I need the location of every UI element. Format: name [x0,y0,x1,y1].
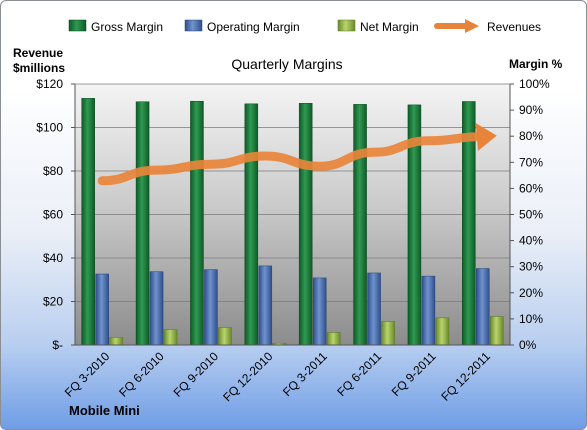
right-axis-tick-label: 60% [519,181,543,195]
left-axis-tick-label: $100 [36,121,63,135]
legend-swatch-revenues-arrowhead [465,19,479,33]
right-axis-tick-label: 70% [519,155,543,169]
x-axis-category-label: FQ 12-2010 [220,349,275,404]
x-axis-category-label: FQ 6-2011 [334,349,384,399]
bar-net-margin [490,316,504,346]
left-axis-tick-label: $120 [36,77,63,91]
bar-net-margin [435,317,450,346]
revenue-line-path [97,132,488,186]
left-axis-tick-label: $- [52,338,63,352]
left-axis-tick-label: $80 [43,164,63,178]
bar-operating-margin [204,269,218,346]
revenue-line [97,123,497,186]
bar-gross-margin [353,104,367,346]
x-axis-category-label: FQ 9-2010 [171,349,222,400]
bar-net-margin [109,337,123,346]
right-axis-tick-label: 30% [519,260,543,274]
legend-swatch-operating-margin [184,19,203,32]
bar-operating-margin [312,277,327,346]
legend-label-operating-margin: Operating Margin [207,20,300,34]
right-axis-tick-label: 50% [519,208,543,222]
right-axis-tick-label: 90% [519,103,543,117]
left-axis-tick-label: $40 [43,251,63,265]
bar-gross-margin [81,98,95,346]
x-axis-category-label: FQ 3-2010 [62,349,113,400]
right-axis-tick-label: 20% [519,286,543,300]
x-axis-category-label: FQ 9-2011 [389,349,439,399]
right-axis-tick-label: 100% [519,77,550,91]
legend-swatch-gross-margin [68,19,87,32]
x-axis-category-label: FQ 3-2011 [280,349,330,399]
left-axis-title-line1: Revenue [13,46,63,60]
x-axis-category-label: FQ 12-2011 [438,349,493,404]
chart-title: Quarterly Margins [231,56,342,72]
right-axis-tick-label: 10% [519,312,543,326]
bar-operating-margin [258,265,273,346]
bar-operating-margin [149,271,164,346]
legend-label-gross-margin: Gross Margin [91,20,163,34]
legend: Gross Margin Operating Margin Net Margin… [68,19,541,34]
legend-swatch-net-margin [337,19,356,32]
bar-gross-margin [135,101,150,346]
legend-label-net-margin: Net Margin [360,20,419,34]
footer-company-name: Mobile Mini [69,403,140,418]
x-axis-category-label: FQ 6-2010 [116,349,167,400]
right-axis-tick-label: 80% [519,129,543,143]
bar-operating-margin [95,273,109,346]
right-axis-tick-label: 0% [519,338,537,352]
bar-net-margin [326,332,341,346]
bar-gross-margin [244,103,259,346]
right-axis-title: Margin % [509,57,563,71]
bar-net-margin [163,329,178,346]
right-axis-tick-label: 40% [519,234,543,248]
left-axis-tick-label: $60 [43,208,63,222]
bar-operating-margin [421,275,436,346]
left-axis-tick-label: $20 [43,295,63,309]
bar-operating-margin [367,272,381,346]
revenue-arrowhead [475,123,497,152]
bar-net-margin [381,321,395,346]
bar-operating-margin [476,268,490,346]
bar-gross-margin [298,103,313,346]
left-axis-title-line2: $millions [13,61,65,75]
bar-gross-margin [190,100,204,346]
bar-net-margin [218,327,232,346]
legend-label-revenues: Revenues [487,20,541,34]
